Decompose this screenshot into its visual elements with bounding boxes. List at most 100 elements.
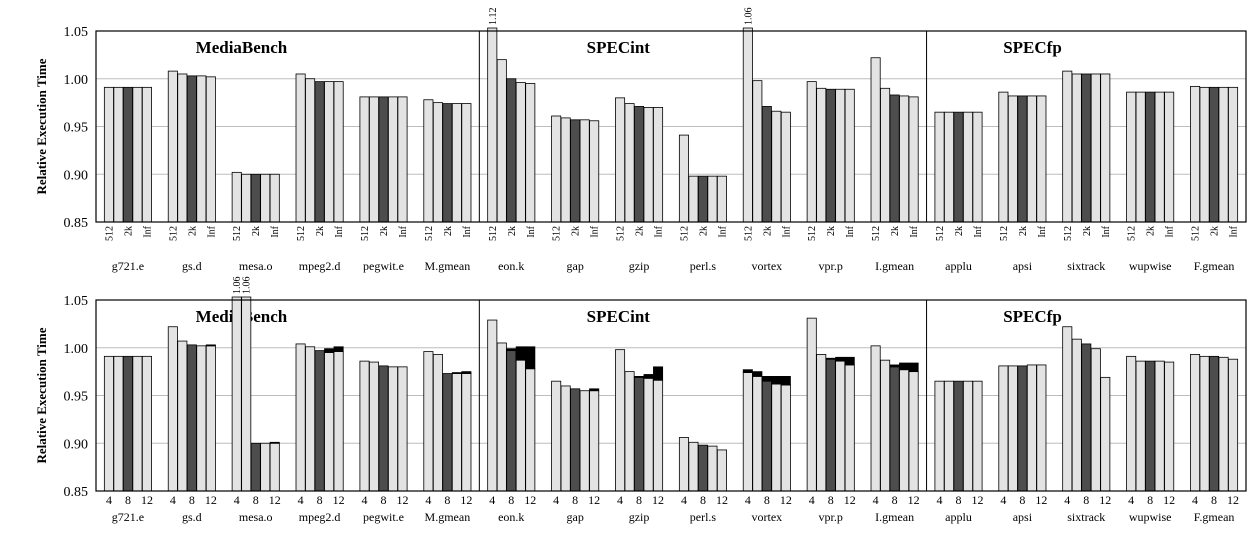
- config-tick-label: 12: [652, 493, 664, 507]
- bar: [678, 134, 689, 223]
- bar: [1062, 326, 1073, 492]
- bar: [908, 96, 919, 223]
- bar: [167, 70, 178, 223]
- benchmark-label: pegwit.e: [363, 510, 404, 524]
- bar: [707, 175, 718, 223]
- config-tick-label: 2k: [1210, 226, 1221, 236]
- bar: [742, 27, 753, 223]
- config-tick-label: 512: [616, 226, 627, 241]
- data-label: 1.06: [743, 8, 754, 26]
- bar-stack-segment: [835, 356, 846, 362]
- plot-frame: [95, 30, 1247, 223]
- bar: [880, 87, 891, 223]
- bar-stack-segment: [634, 375, 645, 378]
- config-tick-label: 12: [716, 493, 728, 507]
- bar: [295, 73, 306, 223]
- bar-stack-segment: [525, 346, 536, 370]
- bar: [515, 82, 526, 223]
- config-tick-label: 4: [362, 493, 368, 507]
- bar: [177, 340, 188, 492]
- bar: [113, 355, 124, 492]
- bar: [1071, 338, 1082, 492]
- bar-stack-segment: [324, 348, 335, 353]
- config-tick-label: 512: [1191, 226, 1202, 241]
- bar: [141, 86, 152, 223]
- bar: [1228, 86, 1239, 223]
- config-tick-label: 12: [972, 493, 984, 507]
- bar: [998, 91, 1009, 223]
- bar: [899, 369, 910, 492]
- bar: [442, 373, 453, 492]
- bar: [1145, 360, 1156, 492]
- bar: [196, 345, 207, 492]
- config-tick-label: 12: [1035, 493, 1047, 507]
- bar: [1036, 364, 1047, 492]
- config-tick-label: 8: [572, 493, 578, 507]
- config-tick-label: 12: [524, 493, 536, 507]
- config-tick-label: 8: [1147, 493, 1153, 507]
- bar: [806, 81, 817, 223]
- bar: [1199, 86, 1210, 223]
- config-tick-label: 4: [937, 493, 943, 507]
- bar: [615, 97, 626, 223]
- bar: [972, 111, 983, 223]
- bar: [771, 383, 782, 492]
- bar-stack-segment: [333, 346, 344, 352]
- bar: [324, 352, 335, 492]
- config-tick-label: 512: [871, 226, 882, 241]
- bar: [634, 106, 645, 223]
- y-tick-label: 0.85: [64, 216, 89, 231]
- bar: [560, 117, 571, 223]
- config-tick-label: 2k: [635, 226, 646, 236]
- config-tick-label: 12: [460, 493, 472, 507]
- bar: [1017, 95, 1028, 223]
- bar: [196, 75, 207, 223]
- bar: [844, 88, 855, 223]
- bar: [1100, 376, 1111, 492]
- data-label: 1.12: [488, 8, 499, 26]
- bar: [889, 366, 900, 492]
- benchmark-label: wupwise: [1129, 259, 1172, 273]
- bar: [122, 355, 133, 492]
- bar: [953, 380, 964, 492]
- suite-label: SPECint: [587, 307, 651, 326]
- config-tick-label: 512: [807, 226, 818, 241]
- bar-stack-segment: [506, 348, 517, 352]
- config-tick-label: Inf: [1165, 225, 1176, 237]
- benchmark-label: g721.e: [112, 259, 144, 273]
- config-tick-label: 2k: [251, 226, 262, 236]
- bar: [387, 366, 398, 492]
- config-tick-label: 2k: [187, 226, 198, 236]
- config-tick-label: 12: [844, 493, 856, 507]
- bar: [378, 96, 389, 223]
- benchmark-label: pegwit.e: [363, 259, 404, 273]
- config-tick-label: 4: [809, 493, 815, 507]
- y-tick-label: 1.05: [64, 294, 89, 309]
- config-tick-label: 8: [1083, 493, 1089, 507]
- config-tick-label: 2k: [1018, 226, 1029, 236]
- bar: [816, 87, 827, 223]
- bar-stack-segment: [780, 375, 791, 386]
- bar: [496, 342, 507, 492]
- bar: [132, 86, 143, 223]
- config-tick-label: Inf: [717, 225, 728, 237]
- bar: [963, 380, 974, 492]
- bar: [944, 380, 955, 492]
- bar: [972, 380, 983, 492]
- bar: [487, 319, 498, 492]
- suite-label: SPECfp: [1003, 307, 1062, 326]
- config-tick-label: 512: [104, 226, 115, 241]
- bar: [442, 103, 453, 223]
- config-tick-label: 4: [170, 493, 176, 507]
- config-tick-label: 4: [681, 493, 687, 507]
- bar-stack-segment: [461, 371, 472, 374]
- config-tick-label: 4: [745, 493, 751, 507]
- config-tick-label: 2k: [826, 226, 837, 236]
- bar: [806, 317, 817, 492]
- plot-frame: [95, 299, 1247, 492]
- config-tick-label: Inf: [845, 225, 856, 237]
- config-tick-label: 8: [892, 493, 898, 507]
- bar: [1218, 356, 1229, 492]
- y-tick-label: 1.00: [64, 73, 89, 88]
- bar: [752, 80, 763, 223]
